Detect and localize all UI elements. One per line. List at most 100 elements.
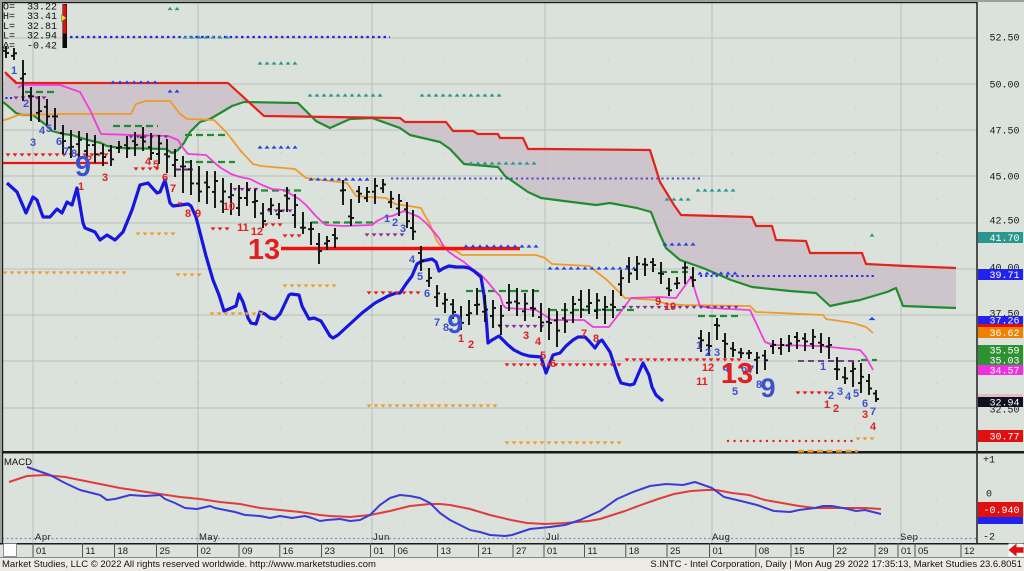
svg-text:H=: H= [3, 12, 15, 23]
svg-text:5: 5 [732, 386, 738, 398]
svg-text:02: 02 [201, 546, 212, 557]
svg-text:4: 4 [409, 254, 416, 266]
svg-text:18: 18 [118, 546, 129, 557]
svg-text:S.INTC - Intel Corporation, Da: S.INTC - Intel Corporation, Daily | Mon … [650, 559, 1022, 570]
svg-text:6: 6 [56, 136, 62, 148]
svg-text:7: 7 [170, 183, 176, 195]
svg-text:35.59: 35.59 [989, 347, 1019, 358]
svg-text:39.71: 39.71 [989, 271, 1019, 282]
svg-text:12: 12 [702, 362, 714, 374]
svg-text:12: 12 [964, 546, 975, 557]
svg-text:33.22: 33.22 [27, 3, 57, 14]
svg-text:25: 25 [160, 546, 171, 557]
svg-text:2: 2 [86, 154, 92, 166]
svg-text:May: May [199, 532, 218, 543]
svg-text:7: 7 [581, 328, 587, 340]
svg-text:47.50: 47.50 [989, 127, 1019, 138]
svg-text:1: 1 [820, 361, 826, 373]
svg-text:7: 7 [748, 364, 754, 376]
svg-text:27: 27 [516, 546, 527, 557]
svg-text:Apr: Apr [35, 532, 51, 543]
svg-text:01: 01 [374, 546, 385, 557]
svg-text:3: 3 [714, 347, 720, 359]
svg-text:0: 0 [986, 490, 992, 501]
svg-text:11: 11 [696, 376, 708, 388]
svg-text:2: 2 [392, 217, 398, 229]
svg-text:-0.42: -0.42 [27, 41, 57, 52]
svg-text:11: 11 [588, 546, 598, 557]
svg-text:1: 1 [11, 65, 17, 77]
svg-text:-0.940: -0.940 [983, 506, 1019, 517]
svg-text:1: 1 [696, 340, 702, 352]
svg-text:22: 22 [837, 546, 848, 557]
svg-text:01: 01 [547, 546, 558, 557]
svg-text:MACD: MACD [4, 457, 32, 468]
svg-text:10: 10 [223, 201, 235, 213]
svg-text:6: 6 [741, 363, 747, 375]
svg-text:11: 11 [237, 222, 249, 234]
svg-text:Δ=: Δ= [3, 41, 15, 52]
svg-text:1: 1 [824, 399, 830, 411]
svg-text:3: 3 [400, 223, 406, 235]
svg-text:8: 8 [756, 379, 762, 391]
svg-text:2: 2 [833, 403, 839, 415]
svg-text:1: 1 [458, 333, 464, 345]
svg-text:52.50: 52.50 [989, 34, 1019, 45]
svg-text:01: 01 [713, 546, 724, 557]
svg-text:L=: L= [3, 32, 15, 43]
svg-text:8: 8 [593, 333, 599, 345]
svg-text:5: 5 [153, 159, 159, 171]
svg-text:32.50: 32.50 [989, 406, 1019, 417]
svg-text:4: 4 [145, 156, 152, 168]
svg-text:32.94: 32.94 [27, 32, 57, 43]
svg-text:Sep: Sep [900, 532, 918, 543]
svg-text:2: 2 [23, 98, 29, 110]
svg-text:01: 01 [901, 546, 912, 557]
svg-text:9: 9 [75, 151, 91, 183]
svg-text:32.81: 32.81 [27, 22, 57, 33]
svg-text:2: 2 [705, 347, 711, 359]
svg-text:3: 3 [837, 386, 843, 398]
svg-text:16: 16 [283, 546, 294, 557]
svg-text:9: 9 [195, 208, 201, 220]
svg-text:09: 09 [242, 546, 253, 557]
svg-text:3: 3 [523, 330, 529, 342]
svg-text:30.77: 30.77 [989, 433, 1019, 444]
svg-text:32.94: 32.94 [989, 399, 1019, 410]
svg-text:4: 4 [723, 363, 730, 375]
svg-text:8: 8 [443, 322, 449, 334]
svg-text:4: 4 [870, 421, 877, 433]
svg-text:4: 4 [39, 125, 46, 137]
svg-text:50.00: 50.00 [989, 81, 1019, 92]
svg-text:15: 15 [794, 546, 805, 557]
svg-text:06: 06 [398, 546, 409, 557]
svg-text:7: 7 [63, 146, 69, 158]
svg-text:Aug: Aug [712, 532, 730, 543]
svg-text:3: 3 [30, 137, 36, 149]
svg-text:3: 3 [102, 172, 108, 184]
svg-text:18: 18 [629, 546, 640, 557]
svg-text:8: 8 [185, 208, 191, 220]
svg-text:6: 6 [862, 398, 868, 410]
svg-text:7: 7 [434, 317, 440, 329]
svg-text:25: 25 [670, 546, 681, 557]
svg-text:2: 2 [828, 390, 834, 402]
svg-text:10: 10 [664, 301, 676, 313]
svg-text:5: 5 [853, 388, 859, 400]
svg-text:Jul: Jul [546, 532, 560, 543]
svg-text:29: 29 [878, 546, 889, 557]
svg-text:Jun: Jun [373, 532, 390, 543]
svg-text:7: 7 [870, 406, 876, 418]
svg-text:5: 5 [540, 350, 546, 362]
svg-text:37.50: 37.50 [989, 310, 1019, 321]
svg-text:4: 4 [845, 391, 852, 403]
svg-text:1: 1 [384, 213, 390, 225]
svg-text:45.00: 45.00 [989, 173, 1019, 184]
svg-text:33.41: 33.41 [27, 12, 57, 23]
svg-text:1: 1 [78, 181, 84, 193]
svg-text:08: 08 [759, 546, 770, 557]
svg-text:42.50: 42.50 [989, 217, 1019, 228]
svg-text:5: 5 [417, 271, 423, 283]
svg-text:-2: -2 [983, 533, 995, 544]
svg-text:6: 6 [162, 172, 168, 184]
